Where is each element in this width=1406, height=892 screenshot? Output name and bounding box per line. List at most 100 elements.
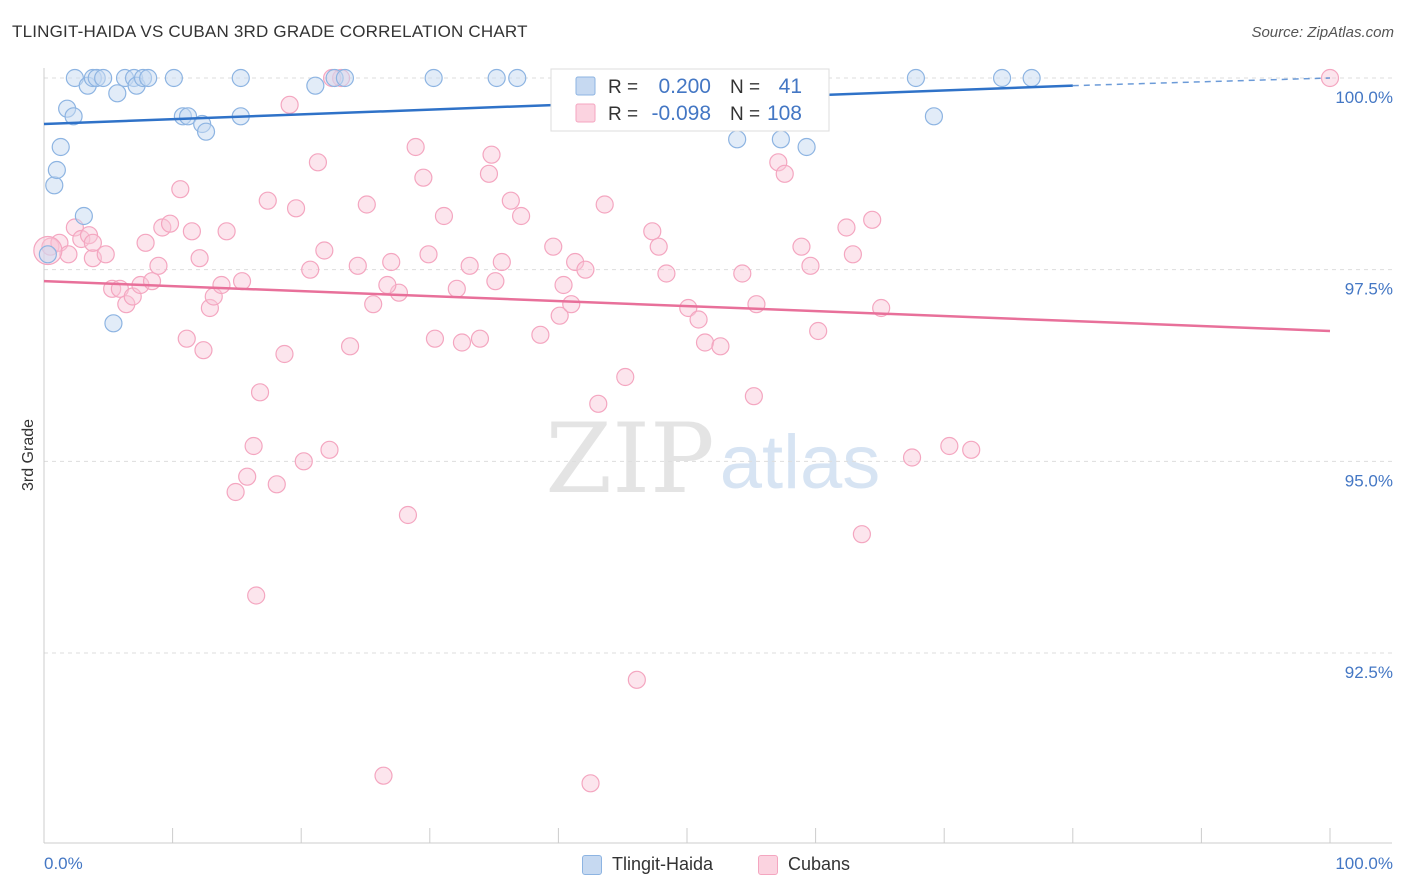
cubans-point	[142, 272, 162, 291]
cubans-point	[194, 341, 213, 360]
cubans-point	[160, 214, 180, 233]
cubans-point	[562, 295, 581, 314]
x-tick-label-min: 0.0%	[44, 854, 83, 873]
cubans-point	[852, 525, 871, 544]
cubans-point	[320, 440, 339, 459]
cubans-point	[689, 310, 708, 329]
cubans-point	[550, 306, 569, 325]
tlingit-haida-point	[178, 107, 198, 126]
tlingit-haida-point	[1022, 68, 1041, 88]
cubans-point	[616, 367, 635, 387]
tlingit-haida-point	[771, 130, 790, 149]
bottom-legend-swatch-cubans	[758, 854, 778, 875]
cubans-point	[149, 256, 168, 275]
cubans-point	[182, 222, 201, 241]
tlingit-haida-point	[335, 68, 355, 88]
tlingit-haida-point	[508, 68, 527, 88]
cubans-point	[267, 475, 286, 494]
cubans-point	[711, 337, 730, 356]
tlingit-haida-point	[108, 84, 127, 103]
tlingit-haida-trend-extension	[1072, 77, 1331, 87]
cubans-point	[940, 436, 959, 456]
y-tick-label: 100.0%	[1335, 88, 1393, 107]
legend-r-label-2: R =	[608, 104, 638, 125]
cubans-point	[364, 295, 383, 314]
chart-title: TLINGIT-HAIDA VS CUBAN 3RD GRADE CORRELA…	[12, 22, 528, 41]
cubans-point	[414, 168, 433, 187]
legend-swatch-cubans	[575, 103, 596, 123]
bottom-legend: Tlingit-Haida Cubans	[0, 850, 1406, 878]
cubans-point	[501, 191, 520, 210]
cubans-point	[792, 237, 811, 256]
bottom-legend-cubans[interactable]: Cubans	[758, 854, 850, 875]
cubans-point	[280, 95, 299, 114]
tlingit-haida-point	[51, 137, 70, 157]
cubans-point	[286, 199, 306, 218]
cubans-point	[452, 333, 472, 352]
tlingit-haida-point	[64, 107, 83, 126]
source-label: Source: ZipAtlas.com	[1251, 24, 1394, 41]
cubans-point	[250, 383, 270, 402]
legend: R = 0.200 N = 41 R = -0.098 N = 108	[550, 68, 830, 132]
bottom-legend-label-cubans: Cubans	[788, 854, 851, 874]
cubans-point	[200, 298, 219, 318]
tlingit-haida-point	[992, 68, 1012, 88]
cubans-point	[434, 206, 454, 226]
cubans-point	[348, 256, 367, 275]
tlingit-haida-point	[728, 130, 747, 149]
cubans-point	[419, 245, 438, 264]
cubans-point	[340, 337, 360, 356]
tlingit-haida-point	[139, 68, 158, 88]
tlingit-haida-point	[424, 68, 443, 88]
cubans-point	[576, 260, 595, 279]
bottom-legend-swatch-tlingit	[582, 854, 602, 875]
x-tick-label-max: 100.0%	[1335, 854, 1393, 873]
cubans-point	[357, 195, 376, 214]
cubans-point	[809, 321, 828, 341]
bottom-legend-tlingit[interactable]: Tlingit-Haida	[582, 854, 713, 875]
tlingit-haida-point	[487, 68, 506, 88]
cubans-point	[96, 245, 115, 264]
cubans-point	[863, 210, 882, 229]
cubans-point	[190, 249, 209, 268]
cubans-point	[398, 505, 418, 525]
cubans-point	[679, 298, 698, 318]
cubans-point	[294, 452, 313, 471]
cubans-point	[275, 344, 294, 364]
cubans-point	[482, 145, 501, 164]
axes	[43, 68, 1392, 844]
cubans-point	[301, 260, 320, 279]
cubans-point	[769, 153, 788, 172]
cubans-point	[212, 275, 231, 295]
cubans-point	[382, 252, 401, 272]
cubans-point	[238, 467, 257, 486]
tlingit-haida-point	[94, 68, 113, 88]
legend-r-value-1: 0.200	[658, 75, 711, 98]
cubans-point	[374, 766, 393, 785]
cubans-point	[733, 264, 752, 283]
tlingit-haida-points	[38, 68, 1041, 333]
cubans-point	[83, 233, 102, 252]
legend-frame	[550, 68, 830, 132]
cubans-point	[649, 237, 668, 256]
cubans-point	[589, 394, 608, 413]
legend-n-value-1: 41	[779, 75, 802, 98]
cubans-point	[837, 218, 856, 237]
cubans-point	[962, 440, 981, 459]
cubans-trend-line	[43, 279, 1331, 333]
cubans-point	[447, 279, 466, 298]
cubans-point	[512, 206, 531, 226]
legend-swatch-tlingit	[575, 76, 596, 96]
cubans-point	[226, 482, 245, 502]
cubans-point	[801, 256, 820, 275]
tlingit-haida-point	[924, 107, 944, 126]
watermark-atlas: atlas	[720, 420, 881, 505]
cubans-point	[531, 325, 550, 344]
cubans-point	[315, 241, 334, 260]
cubans-point	[554, 275, 573, 295]
cubans-point	[581, 774, 600, 793]
cubans-point	[595, 195, 614, 214]
tlingit-haida-point	[231, 68, 250, 88]
cubans-point	[627, 670, 646, 689]
